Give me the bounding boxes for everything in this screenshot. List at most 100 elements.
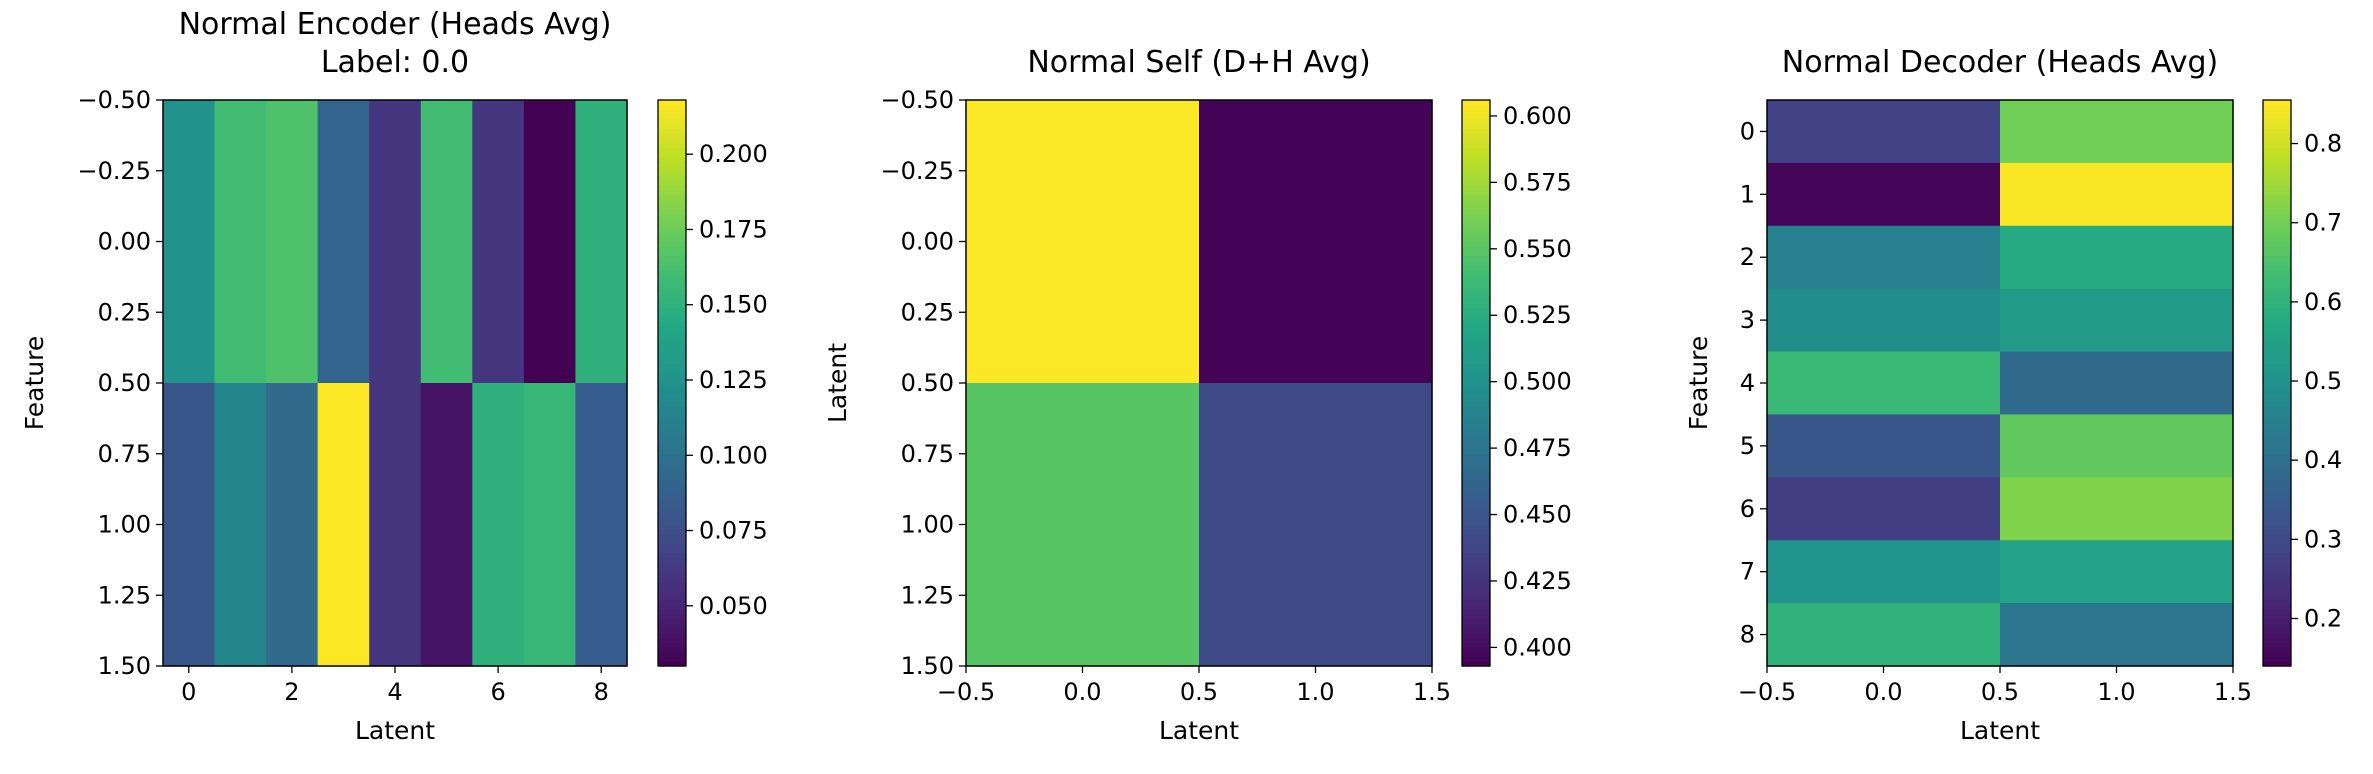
- colorbar-segment: [1462, 411, 1490, 417]
- y-axis-label: Latent: [823, 343, 852, 423]
- y-axis-label: Feature: [1684, 336, 1713, 430]
- colorbar-segment: [2263, 571, 2291, 577]
- colorbar-segment: [658, 194, 686, 200]
- x-axis-label: Latent: [1960, 716, 2040, 745]
- colorbar-segment: [658, 491, 686, 497]
- colorbar-segment: [2263, 637, 2291, 644]
- colorbar-segment: [1462, 335, 1490, 342]
- colorbar-segment: [1462, 477, 1490, 483]
- colorbar-segment: [658, 463, 686, 469]
- y-tick-label: 1.00: [98, 511, 151, 539]
- heatmap-cell: [2000, 225, 2234, 290]
- colorbar-segment: [658, 359, 686, 365]
- y-tick-label: −0.50: [77, 86, 151, 114]
- colorbar-segment: [1462, 354, 1490, 361]
- colorbar-segment: [1462, 425, 1490, 431]
- colorbar-segment: [658, 354, 686, 361]
- colorbar-segment: [1462, 642, 1490, 648]
- colorbar-segment: [658, 208, 686, 214]
- colorbar-segment: [2263, 255, 2291, 261]
- colorbar-segment: [2263, 326, 2291, 332]
- colorbar-tick-label: 0.3: [2304, 525, 2342, 553]
- colorbar-segment: [2263, 232, 2291, 238]
- colorbar-segment: [658, 151, 686, 158]
- colorbar-segment: [1462, 104, 1490, 111]
- colorbar-segment: [2263, 142, 2291, 148]
- chart-subtitle: Label: 0.0: [321, 45, 469, 80]
- colorbar-segment: [2263, 651, 2291, 658]
- colorbar-segment: [658, 637, 686, 644]
- x-tick-label: 1.0: [1296, 678, 1334, 706]
- colorbar-segment: [2263, 477, 2291, 483]
- colorbar-tick-label: 0.600: [1503, 102, 1572, 130]
- chart-title: Normal Decoder (Heads Avg): [1782, 45, 2218, 80]
- x-tick-label: 1.5: [1413, 678, 1451, 706]
- heatmap-cell: [163, 100, 216, 384]
- colorbar-segment: [658, 232, 686, 238]
- colorbar-segment: [2263, 543, 2291, 549]
- colorbar-segment: [658, 147, 686, 153]
- colorbar-segment: [1462, 213, 1490, 219]
- colorbar-segment: [658, 236, 686, 243]
- colorbar-segment: [2263, 500, 2291, 507]
- colorbar-segment: [1462, 151, 1490, 158]
- y-tick-label: −0.50: [880, 86, 954, 114]
- colorbar-segment: [2263, 368, 2291, 375]
- colorbar-segment: [2263, 585, 2291, 592]
- colorbar-segment: [2263, 562, 2291, 568]
- colorbar-segment: [1462, 519, 1490, 526]
- colorbar-segment: [1462, 156, 1490, 162]
- colorbar-segment: [2263, 510, 2291, 516]
- colorbar-tick-label: 0.450: [1503, 501, 1572, 529]
- heatmap-cell: [2000, 100, 2234, 164]
- y-tick-label: 4: [1740, 369, 1755, 397]
- colorbar-tick-label: 0.400: [1503, 633, 1572, 661]
- colorbar-segment: [1462, 515, 1490, 521]
- colorbar-segment: [1462, 170, 1490, 177]
- colorbar-segment: [658, 222, 686, 228]
- colorbar-segment: [658, 340, 686, 346]
- colorbar-segment: [1462, 533, 1490, 540]
- heatmap-cell: [1767, 162, 2001, 227]
- y-tick-label: 0.75: [98, 440, 151, 468]
- colorbar-segment: [2263, 378, 2291, 384]
- colorbar-segment: [2263, 420, 2291, 427]
- colorbar-segment: [658, 548, 686, 554]
- colorbar-segment: [2263, 217, 2291, 224]
- colorbar-segment: [658, 566, 686, 573]
- colorbar-segment: [658, 623, 686, 629]
- colorbar-segment: [1462, 524, 1490, 530]
- colorbar-segment: [1462, 232, 1490, 238]
- colorbar-segment: [2263, 656, 2291, 662]
- colorbar-segment: [658, 401, 686, 408]
- colorbar-segment: [1462, 236, 1490, 243]
- colorbar-segment: [2263, 123, 2291, 129]
- colorbar-tick-label: 0.550: [1503, 235, 1572, 263]
- colorbar-frame: [1461, 99, 1491, 667]
- colorbar-tick-label: 0.475: [1503, 434, 1572, 462]
- colorbar-segment: [2263, 321, 2291, 327]
- colorbar-segment: [1462, 614, 1490, 620]
- colorbar-segment: [658, 189, 686, 195]
- colorbar-segment: [2263, 203, 2291, 210]
- colorbar-segment: [2263, 288, 2291, 294]
- colorbar-segment: [2263, 246, 2291, 252]
- y-tick-label: 1.25: [98, 581, 151, 609]
- colorbar-segment: [1462, 510, 1490, 516]
- colorbar-segment: [658, 430, 686, 436]
- colorbar-segment: [2263, 614, 2291, 620]
- chart-title: Normal Self (D+H Avg): [1027, 45, 1370, 80]
- colorbar-segment: [658, 571, 686, 577]
- colorbar-segment: [2263, 104, 2291, 111]
- colorbar-segment: [2263, 524, 2291, 530]
- heatmap-cell: [1767, 351, 2001, 416]
- colorbar-segment: [2263, 661, 2291, 667]
- colorbar-segment: [2263, 213, 2291, 219]
- colorbar-segment: [658, 326, 686, 332]
- heatmap-cell: [317, 383, 370, 667]
- colorbar-segment: [658, 156, 686, 162]
- heatmap-cell: [472, 100, 525, 384]
- colorbar-segment: [658, 590, 686, 596]
- colorbar-segment: [658, 458, 686, 464]
